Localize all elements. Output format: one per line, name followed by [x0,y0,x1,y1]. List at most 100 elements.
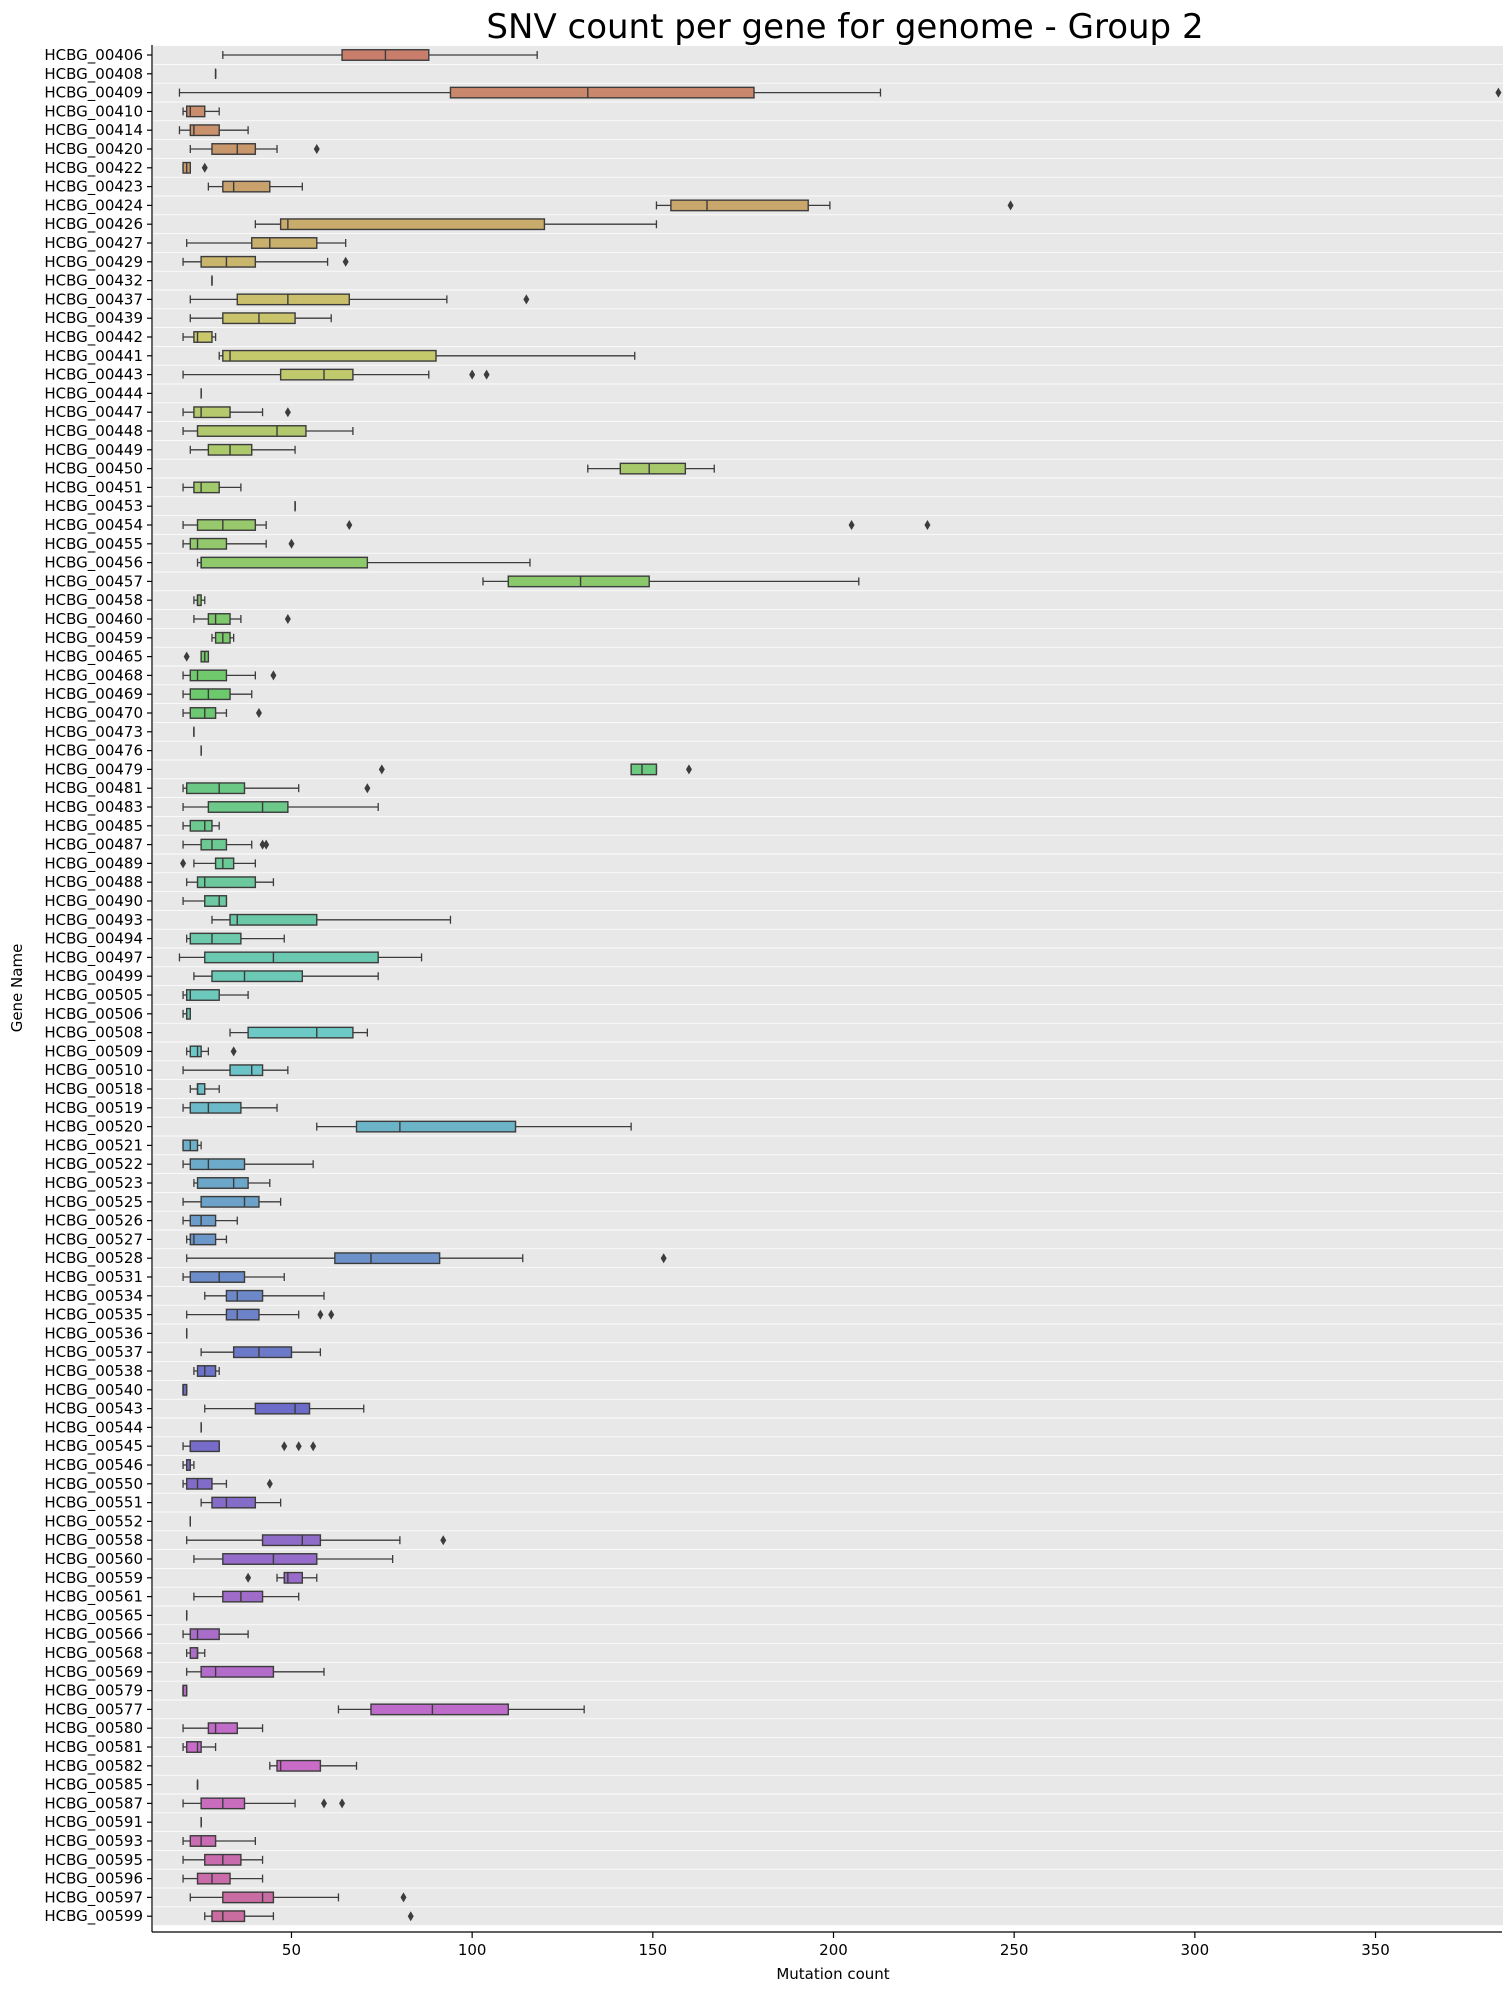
iqr-box [370,1703,509,1716]
gene-box-group [182,1383,188,1396]
row-band [153,1869,1503,1888]
row-band [153,1813,1503,1832]
row-band [153,1268,1503,1286]
iqr-box [204,951,379,964]
row-band [153,1418,1503,1437]
outlier-point [339,1798,346,1809]
iqr-box [229,1064,264,1077]
box-series [178,49,1502,1923]
iqr-box [211,1496,257,1509]
row-band [153,929,1503,948]
y-tick-label: HCBG_00497 [44,948,143,967]
gene-box-group [182,1064,289,1077]
y-tick-label: HCBG_00455 [44,535,143,554]
row-bands [153,46,1503,1926]
y-tick-label: HCBG_00424 [44,196,143,215]
y-tick-label: HCBG_00481 [44,779,143,798]
y-tick-label: HCBG_00595 [44,1851,143,1870]
iqr-box [229,913,318,926]
y-tick-label: HCBG_00429 [44,253,143,272]
x-tick-label: 100 [458,1941,487,1959]
row-band [153,685,1503,704]
gene-box-group [182,989,249,1001]
y-tick-label: HCBG_00538 [44,1362,143,1381]
outlier-point [317,1309,324,1320]
row-band [153,478,1503,497]
y-tick-label: HCBG_00442 [44,328,143,347]
row-band [153,967,1503,986]
iqr-box [211,1910,246,1923]
y-tick-label: HCBG_00540 [44,1381,143,1400]
outlier-point [313,144,320,154]
iqr-box [200,255,257,268]
outlier-point [660,1253,667,1264]
gene-box-group [182,1872,264,1885]
row-band [153,779,1503,798]
gene-box-group [196,556,531,569]
iqr-box [189,1045,202,1058]
y-tick-label: HCBG_00470 [44,704,143,723]
gene-box-group [182,255,349,268]
row-band [153,1550,1503,1568]
y-tick-label: HCBG_00528 [44,1249,143,1268]
iqr-box [279,368,354,381]
gene-box-group [337,1703,585,1716]
x-tick-label: 150 [639,1941,668,1959]
row-band [153,1305,1503,1324]
y-tick-label: HCBG_00468 [44,666,143,685]
gene-box-group [182,1101,278,1114]
gene-box-group [182,537,295,550]
gene-box-group [186,1045,237,1058]
y-tick-label: HCBG_00527 [44,1230,143,1249]
y-tick-label: HCBG_00410 [44,102,143,121]
gene-box-group [186,1665,325,1678]
y-tick-label: HCBG_00568 [44,1644,143,1663]
y-tick-label: HCBG_00444 [44,384,143,403]
row-band [153,798,1503,816]
gene-box-group [193,1590,300,1603]
iqr-box [204,895,228,907]
y-tick-label: HCBG_00437 [44,290,143,309]
row-band [153,1192,1503,1211]
gene-box-group [204,1402,365,1415]
outlier-point [263,839,270,850]
row-band [153,760,1503,779]
gene-box-group [269,1759,358,1772]
row-band [153,1512,1503,1531]
gene-box-group [211,913,452,926]
row-band [153,1531,1503,1550]
iqr-box [279,218,546,231]
row-band [153,854,1503,873]
row-band [153,177,1503,196]
row-band [153,666,1503,685]
iqr-box [334,1252,441,1265]
y-tick-label: HCBG_00457 [44,572,143,591]
gene-box-group [189,312,332,325]
y-tick-label: HCBG_00531 [44,1268,143,1287]
row-band [153,346,1503,365]
outlier-point [288,538,295,549]
y-tick-label: HCBG_00566 [44,1625,143,1644]
y-tick-label: HCBG_00580 [44,1719,143,1738]
row-band [153,46,1503,64]
iqr-box [189,1628,220,1641]
outlier-point [342,256,349,267]
y-tick-label: HCBG_00427 [44,234,143,253]
y-tick-label: HCBG_00525 [44,1193,143,1212]
iqr-box [185,782,246,795]
gene-box-group [655,199,1014,212]
row-band [153,309,1503,328]
y-tick-label: HCBG_00509 [44,1042,143,1061]
outlier-point [328,1309,335,1320]
row-band [153,497,1503,516]
iqr-box [222,1891,275,1904]
iqr-box [222,349,437,362]
row-band [153,910,1503,929]
y-tick-label: HCBG_00423 [44,178,143,197]
row-band [153,64,1503,83]
row-band [153,1004,1503,1023]
iqr-box [355,1120,517,1133]
outlier-point [1495,87,1502,98]
y-tick-label: HCBG_00558 [44,1531,143,1550]
y-tick-label: HCBG_00565 [44,1606,143,1625]
